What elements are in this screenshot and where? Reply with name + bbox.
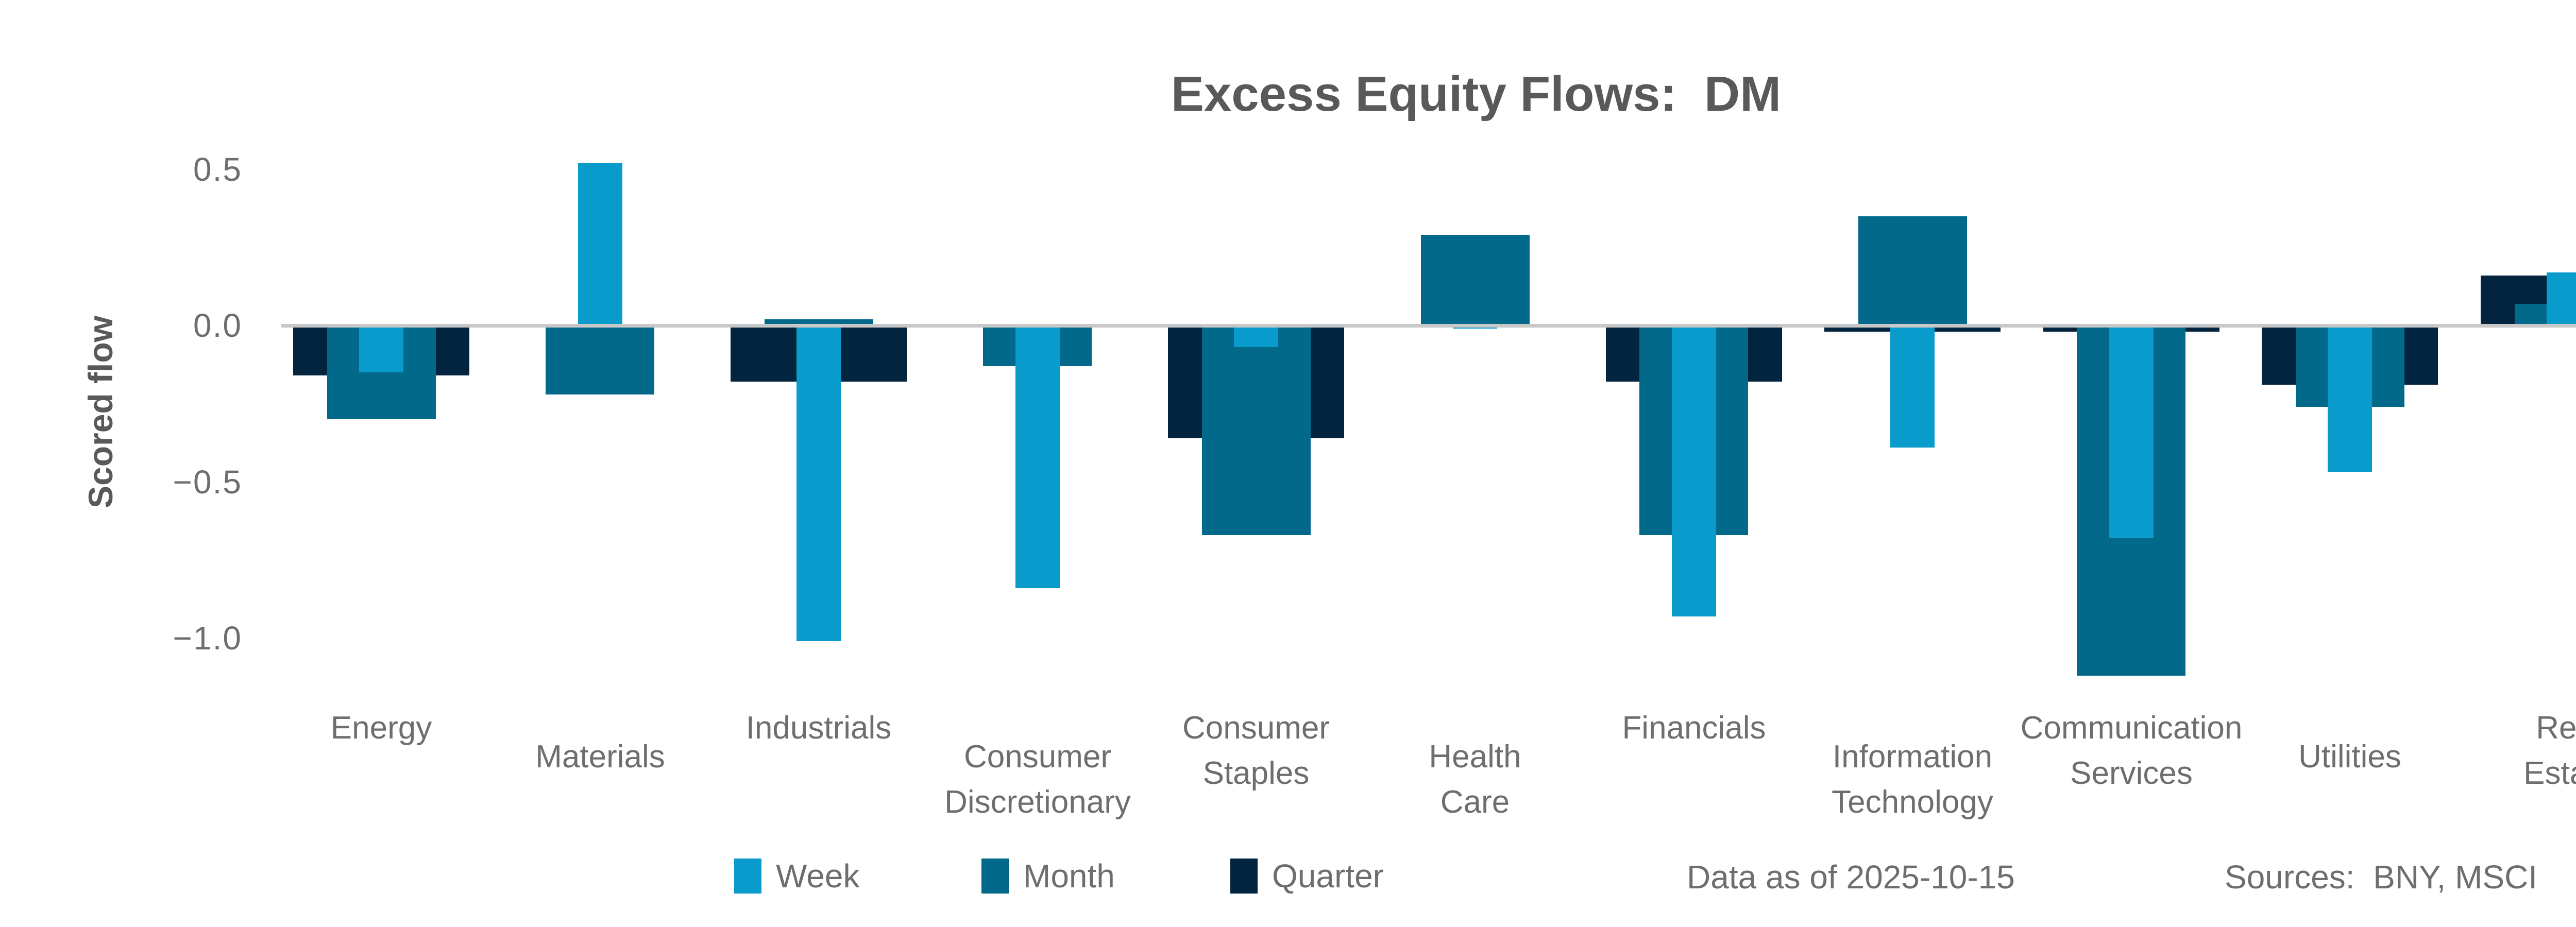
category-label-utilities: Utilities [2298,739,2401,775]
legend-item-quarter: Quarter [1230,857,1384,895]
legend-item-month: Month [981,857,1115,895]
footnote-data-as-of: Data as of 2025-10-15 [1687,859,2015,896]
y-axis-label: Scored flow [81,315,120,509]
bar-week-information-technology [1890,325,1935,448]
category-label-real-estate: RealEstate [2523,710,2576,791]
bar-week-consumer-discretionary [1015,325,1060,588]
bar-week-industrials [796,325,841,641]
legend-label-month: Month [1023,857,1115,895]
category-label-health-care: Health Care [1429,739,1521,820]
chart-title: Excess Equity Flows: DM [1171,66,1782,122]
legend-label-week: Week [776,857,860,895]
category-label-industrials: Industrials [745,710,892,746]
bar-month-consumer-staples [1202,325,1311,535]
y-tick-label--0.5: −0.5 [173,463,242,501]
bar-week-consumer-staples [1234,325,1278,347]
bar-week-energy [359,325,403,372]
bar-month-health-care [1421,235,1530,325]
bar-week-communication-services [2109,325,2154,538]
legend-swatch-week [734,859,761,894]
legend-label-quarter: Quarter [1272,857,1384,895]
category-label-financials: Financials [1622,710,1766,746]
y-tick-label-0.5: 0.5 [193,150,242,188]
legend-item-week: Week [734,857,859,895]
zero-axis-line [281,324,2576,328]
category-label-energy: Energy [330,710,432,746]
legend-swatch-quarter [1230,859,1258,894]
legend-swatch-month [981,859,1009,894]
bar-month-materials [546,325,654,394]
y-tick-label-0: 0.0 [193,307,242,344]
bar-week-utilities [2328,325,2372,472]
category-label-materials: Materials [535,739,665,775]
bar-week-real-estate [2547,272,2576,325]
category-label-consumer-staples: Consumer Staples [1182,710,1330,791]
footnote-sources: Sources: BNY, MSCI [2225,859,2538,896]
category-label-information-technology: Information Technology [1832,739,1993,820]
bar-week-materials [578,163,622,325]
bar-month-information-technology [1858,216,1967,325]
category-label-consumer-discretionary: Consumer Discretionary [944,739,1131,820]
y-tick-label--1: −1.0 [173,620,242,657]
bar-week-financials [1672,325,1716,616]
category-label-communication-services: Communication Services [2020,710,2243,791]
